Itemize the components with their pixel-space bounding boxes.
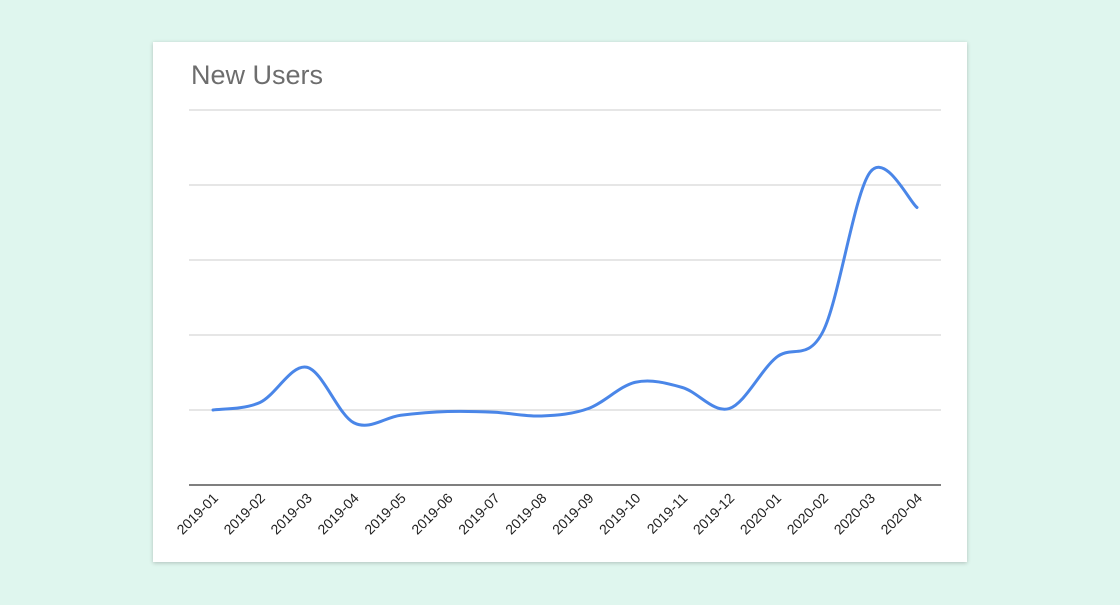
x-tick-label: 2019-05 [361, 490, 409, 538]
x-tick-labels: 2019-01 2019-02 2019-03 2019-04 2019-05 2019-… [173, 490, 925, 538]
chart-title: New Users [191, 60, 324, 90]
gridlines [189, 109, 941, 411]
line-chart: 2019-01 2019-02 2019-03 2019-04 2019-05 2019-… [173, 109, 941, 538]
x-tick-label: 2020-01 [737, 490, 785, 538]
x-tick-label: 2020-02 [784, 490, 832, 538]
x-tick-label: 2019-11 [644, 490, 691, 537]
x-tick-label: 2019-10 [596, 490, 644, 538]
series-layer [211, 165, 919, 427]
x-tick-label: 2020-04 [877, 490, 925, 538]
x-tick-label: 2019-12 [690, 490, 738, 538]
x-tick-label: 2019-07 [455, 490, 503, 538]
x-tick-label: 2019-08 [502, 490, 550, 538]
x-tick-label: 2019-04 [314, 490, 362, 538]
chart-card: New Users 2019-01 2019-02 2019-03 2019-04 20… [153, 42, 967, 562]
x-tick-label: 2019-02 [220, 490, 268, 538]
x-tick-label: 2020-03 [831, 490, 879, 538]
series-line [211, 165, 919, 427]
x-tick-label: 2019-01 [173, 490, 221, 538]
x-tick-label: 2019-09 [549, 490, 597, 538]
x-tick-label: 2019-06 [408, 490, 456, 538]
x-tick-label: 2019-03 [267, 490, 315, 538]
